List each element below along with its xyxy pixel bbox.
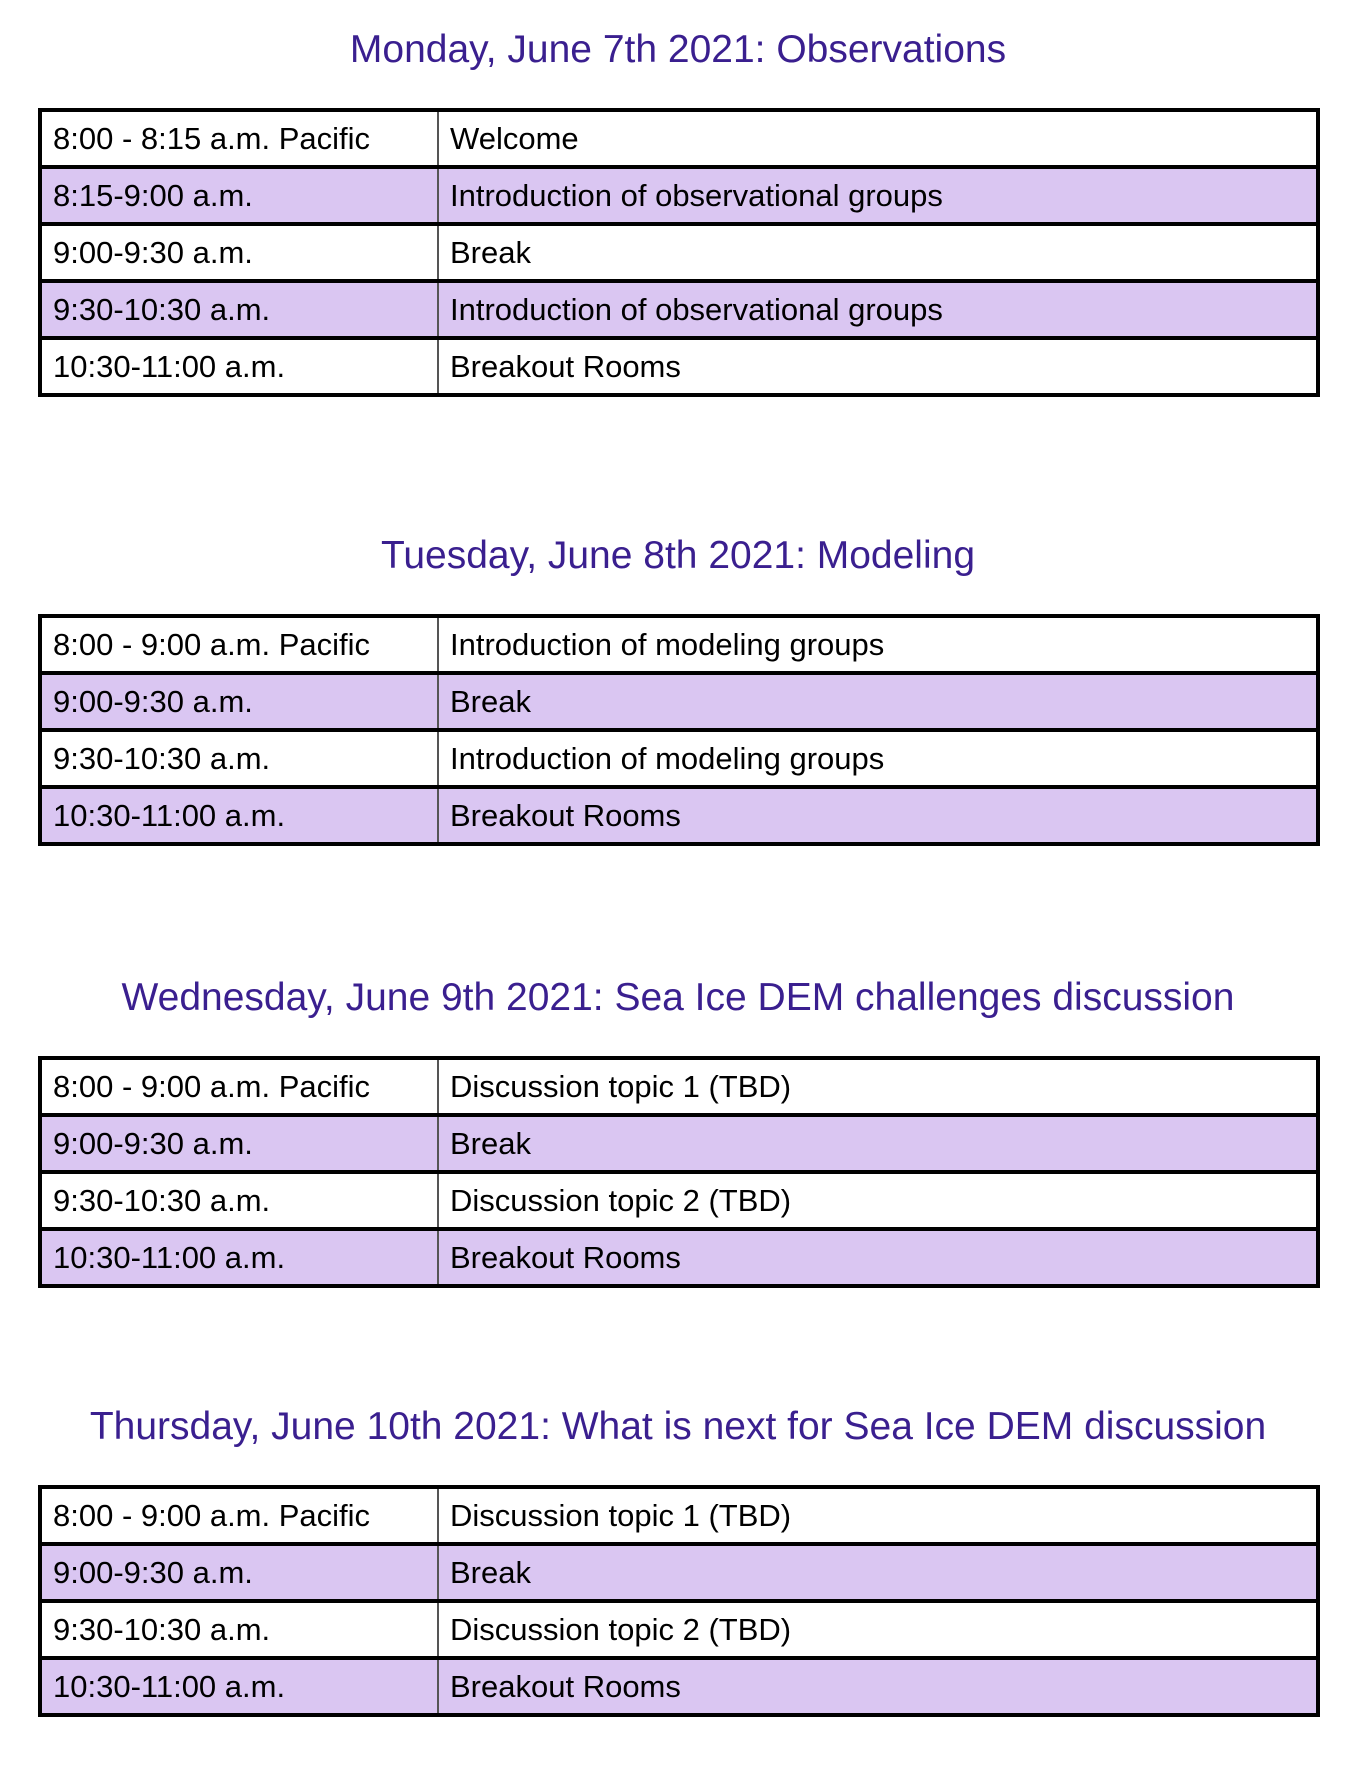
schedule-table-thursday: 8:00 - 9:00 a.m. Pacific Discussion topi… xyxy=(38,1485,1320,1717)
time-cell: 10:30-11:00 a.m. xyxy=(40,336,439,397)
table-row: 10:30-11:00 a.m. Breakout Rooms xyxy=(40,1227,1318,1288)
time-cell: 9:30-10:30 a.m. xyxy=(40,279,439,340)
day-title-monday: Monday, June 7th 2021: Observations xyxy=(349,28,1007,71)
table-row: 10:30-11:00 a.m. Breakout Rooms xyxy=(40,1656,1318,1717)
table-row: 8:00 - 9:00 a.m. Pacific Discussion topi… xyxy=(40,1056,1318,1117)
table-row: 10:30-11:00 a.m. Breakout Rooms xyxy=(40,336,1318,397)
time-cell: 9:00-9:30 a.m. xyxy=(40,671,439,732)
time-cell: 9:00-9:30 a.m. xyxy=(40,222,439,283)
table-row: 8:00 - 8:15 a.m. Pacific Welcome xyxy=(40,108,1318,169)
event-cell: Break xyxy=(438,671,1318,732)
table-row: 9:00-9:30 a.m. Break xyxy=(40,671,1318,732)
table-row: 9:00-9:30 a.m. Break xyxy=(40,1113,1318,1174)
event-cell: Breakout Rooms xyxy=(438,1656,1318,1717)
event-cell: Discussion topic 2 (TBD) xyxy=(438,1170,1318,1231)
day-title-wednesday: Wednesday, June 9th 2021: Sea Ice DEM ch… xyxy=(121,976,1235,1019)
table-row: 9:30-10:30 a.m. Discussion topic 2 (TBD) xyxy=(40,1599,1318,1660)
table-row: 8:00 - 9:00 a.m. Pacific Discussion topi… xyxy=(40,1485,1318,1546)
event-cell: Introduction of observational groups xyxy=(438,279,1318,340)
event-cell: Break xyxy=(438,222,1318,283)
table-row: 9:00-9:30 a.m. Break xyxy=(40,222,1318,283)
time-cell: 8:15-9:00 a.m. xyxy=(40,165,439,226)
event-cell: Introduction of modeling groups xyxy=(438,614,1318,675)
table-row: 9:00-9:30 a.m. Break xyxy=(40,1542,1318,1603)
event-cell: Discussion topic 1 (TBD) xyxy=(438,1485,1318,1546)
time-cell: 10:30-11:00 a.m. xyxy=(40,785,439,846)
schedule-table-wednesday: 8:00 - 9:00 a.m. Pacific Discussion topi… xyxy=(38,1056,1320,1288)
table-row: 8:15-9:00 a.m. Introduction of observati… xyxy=(40,165,1318,226)
schedule-table-tuesday: 8:00 - 9:00 a.m. Pacific Introduction of… xyxy=(38,614,1320,846)
table-row: 8:00 - 9:00 a.m. Pacific Introduction of… xyxy=(40,614,1318,675)
time-cell: 10:30-11:00 a.m. xyxy=(40,1656,439,1717)
table-row: 9:30-10:30 a.m. Introduction of observat… xyxy=(40,279,1318,340)
time-cell: 9:00-9:30 a.m. xyxy=(40,1113,439,1174)
time-cell: 8:00 - 9:00 a.m. Pacific xyxy=(40,1056,439,1117)
event-cell: Break xyxy=(438,1542,1318,1603)
time-cell: 8:00 - 8:15 a.m. Pacific xyxy=(40,108,439,169)
table-row: 9:30-10:30 a.m. Discussion topic 2 (TBD) xyxy=(40,1170,1318,1231)
event-cell: Breakout Rooms xyxy=(438,1227,1318,1288)
event-cell: Breakout Rooms xyxy=(438,336,1318,397)
table-row: 10:30-11:00 a.m. Breakout Rooms xyxy=(40,785,1318,846)
schedule-table-monday: 8:00 - 8:15 a.m. Pacific Welcome 8:15-9:… xyxy=(38,108,1320,397)
time-cell: 9:30-10:30 a.m. xyxy=(40,728,439,789)
day-title-thursday: Thursday, June 10th 2021: What is next f… xyxy=(89,1405,1267,1448)
time-cell: 8:00 - 9:00 a.m. Pacific xyxy=(40,1485,439,1546)
time-cell: 9:30-10:30 a.m. xyxy=(40,1170,439,1231)
time-cell: 9:00-9:30 a.m. xyxy=(40,1542,439,1603)
day-title-tuesday: Tuesday, June 8th 2021: Modeling xyxy=(380,534,976,577)
event-cell: Breakout Rooms xyxy=(438,785,1318,846)
time-cell: 9:30-10:30 a.m. xyxy=(40,1599,439,1660)
event-cell: Break xyxy=(438,1113,1318,1174)
time-cell: 8:00 - 9:00 a.m. Pacific xyxy=(40,614,439,675)
event-cell: Discussion topic 2 (TBD) xyxy=(438,1599,1318,1660)
event-cell: Introduction of modeling groups xyxy=(438,728,1318,789)
event-cell: Discussion topic 1 (TBD) xyxy=(438,1056,1318,1117)
time-cell: 10:30-11:00 a.m. xyxy=(40,1227,439,1288)
event-cell: Introduction of observational groups xyxy=(438,165,1318,226)
event-cell: Welcome xyxy=(438,108,1318,169)
table-row: 9:30-10:30 a.m. Introduction of modeling… xyxy=(40,728,1318,789)
